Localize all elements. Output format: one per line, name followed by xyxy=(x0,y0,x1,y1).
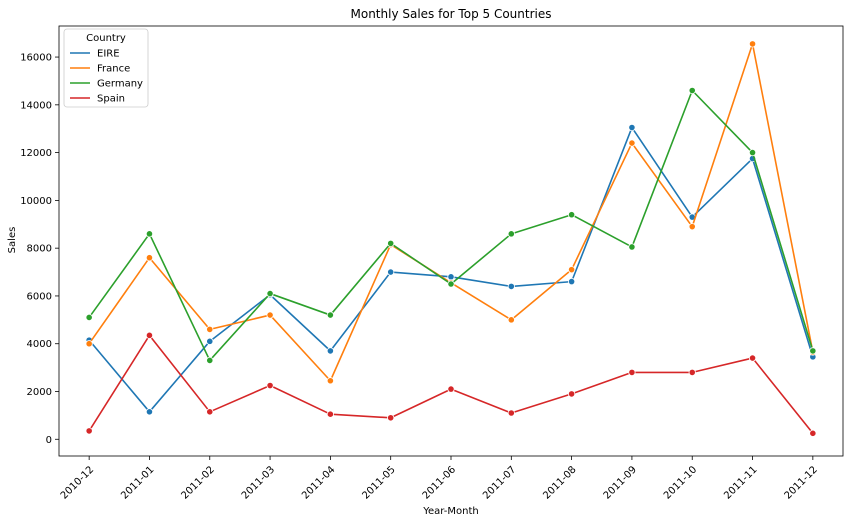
y-tick-label: 10000 xyxy=(20,196,52,207)
series-eire xyxy=(85,123,817,416)
x-tick-label: 2010-12 xyxy=(59,464,96,501)
data-point-germany xyxy=(447,280,455,288)
data-point-spain xyxy=(568,390,576,398)
x-tick-label: 2011-06 xyxy=(421,464,458,501)
legend-label-spain: Spain xyxy=(97,94,125,105)
x-tick-label: 2011-05 xyxy=(360,464,397,501)
data-point-germany xyxy=(85,313,93,322)
data-point-germany xyxy=(507,230,515,238)
series-france xyxy=(85,40,817,385)
x-tick-label: 2011-09 xyxy=(602,464,639,501)
data-point-spain xyxy=(326,410,334,418)
data-point-france xyxy=(85,340,93,348)
x-tick-label: 2011-11 xyxy=(722,464,759,501)
y-tick-label: 4000 xyxy=(27,339,52,350)
legend-label-germany: Germany xyxy=(97,79,143,90)
data-point-spain xyxy=(266,381,274,390)
y-axis: 0 2000 4000 6000 8000 10000 12000 14000 16000 xyxy=(20,53,59,446)
data-point-france xyxy=(266,311,274,319)
data-point-france xyxy=(568,266,576,274)
data-point-germany xyxy=(748,149,757,157)
y-tick-label: 12000 xyxy=(20,148,52,159)
chart-title: Monthly Sales for Top 5 Countries xyxy=(351,7,552,21)
series-line-france xyxy=(88,43,814,382)
data-point-germany xyxy=(326,311,334,319)
data-point-germany xyxy=(688,86,696,95)
data-point-eire xyxy=(628,123,636,132)
data-point-spain xyxy=(206,408,214,416)
data-point-spain xyxy=(507,409,515,417)
data-point-eire xyxy=(507,282,515,290)
data-point-germany xyxy=(628,243,636,251)
x-tick-label: 2011-07 xyxy=(481,464,518,501)
y-tick-label: 2000 xyxy=(27,387,52,398)
legend-box xyxy=(63,28,149,108)
data-point-eire xyxy=(326,347,334,355)
y-tick-label: 14000 xyxy=(20,100,52,111)
data-point-spain xyxy=(809,429,817,437)
legend-label-eire: EIRE xyxy=(97,49,120,60)
x-tick-label: 2011-12 xyxy=(783,464,820,501)
y-tick-label: 8000 xyxy=(27,244,52,255)
series-line-spain xyxy=(88,334,814,434)
data-point-eire xyxy=(387,268,395,276)
data-point-spain xyxy=(145,331,154,339)
data-point-eire xyxy=(145,408,154,416)
x-tick-label: 2011-10 xyxy=(662,464,699,501)
data-point-germany xyxy=(206,356,214,365)
data-point-spain xyxy=(748,354,757,362)
data-point-france xyxy=(507,316,515,324)
x-tick-label: 2011-01 xyxy=(119,464,156,501)
data-point-france xyxy=(688,223,696,231)
data-point-france xyxy=(326,377,334,385)
data-point-eire xyxy=(206,337,214,345)
series-layer xyxy=(85,40,817,437)
series-germany xyxy=(85,86,817,365)
legend: Country EIRE France Germany Spain xyxy=(63,28,149,108)
data-point-germany xyxy=(145,230,154,238)
data-point-germany xyxy=(568,211,576,219)
x-tick-label: 2011-03 xyxy=(240,464,277,501)
legend-label-france: France xyxy=(97,64,130,75)
data-point-spain xyxy=(688,368,696,376)
legend-title: Country xyxy=(86,33,126,44)
data-point-germany xyxy=(387,239,395,247)
y-tick-label: 0 xyxy=(46,435,52,446)
x-axis: 2010-12 2011-01 2011-02 2011-03 2011-04 2011-… xyxy=(59,456,820,502)
data-point-spain xyxy=(387,414,395,422)
x-tick-label: 2011-04 xyxy=(300,464,337,501)
data-point-spain xyxy=(447,385,455,393)
y-tick-label: 6000 xyxy=(27,291,52,302)
y-axis-label: Sales xyxy=(7,227,18,254)
data-point-france xyxy=(145,254,154,262)
data-point-eire xyxy=(568,278,576,286)
series-spain xyxy=(85,331,817,437)
data-point-france xyxy=(206,325,214,333)
data-point-spain xyxy=(85,427,93,435)
x-tick-label: 2011-02 xyxy=(180,464,217,501)
data-point-spain xyxy=(628,368,636,376)
data-point-france xyxy=(748,40,757,48)
data-point-germany xyxy=(266,289,274,298)
x-axis-label: Year-Month xyxy=(422,506,478,517)
data-point-eire xyxy=(447,273,455,281)
data-point-france xyxy=(628,139,636,147)
y-tick-label: 16000 xyxy=(20,53,52,64)
series-line-germany xyxy=(88,89,814,362)
x-tick-label: 2011-08 xyxy=(541,464,578,501)
data-point-germany xyxy=(809,347,817,355)
